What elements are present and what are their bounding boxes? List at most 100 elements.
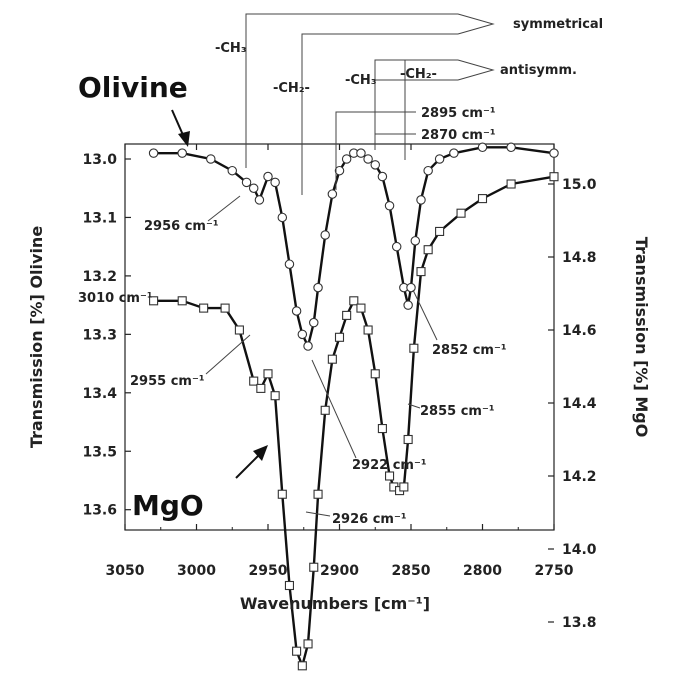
olivine-point [434,154,445,164]
mgo-point [477,194,488,204]
mgo-point [277,489,287,499]
mgo-arrow-head [253,445,268,461]
ch2-sym-label: -CH₂- [400,67,437,82]
olivine-point [320,230,330,240]
y-right-tick-label: 14.4 [562,396,597,412]
olivine-point [327,189,338,199]
peak-label-2926: 2926 cm⁻¹ [332,512,407,527]
peak-leader-2956 [207,195,241,222]
y-left-tick-label: 13.4 [82,386,117,402]
mgo-point [370,369,380,379]
olivine-point [284,259,295,269]
mgo-point [409,343,419,353]
olivine-point [549,148,559,158]
x-tick-label: 3000 [177,563,216,579]
olivine-point [241,177,252,188]
y-axis-title-right: Transmission [%] MgO [632,237,651,438]
mgo-point [384,471,395,481]
mgo-point [349,296,359,306]
label-2895: 2895 cm⁻¹ [421,106,496,121]
olivine-point [206,154,216,164]
mgo-point [403,434,413,445]
olivine-point [177,148,187,158]
y-left-tick-label: 13.5 [82,444,117,460]
mgo-point [249,376,259,386]
mgo-point [199,303,209,313]
mgo-point [399,482,409,492]
data-points [148,142,559,671]
mgo-series-line [153,175,555,670]
mgo-point [313,489,323,499]
peak-leader-2855 [407,403,421,409]
olivine-point [384,201,395,211]
antisymm-label: antisymm. [500,63,577,78]
x-axis-title: Wavenumbers [cm⁻¹] [240,594,430,613]
y-right-tick-label: 14.6 [562,323,597,339]
x-tick-label: 2900 [320,563,359,579]
mgo-point [303,639,313,649]
olivine-point [297,329,308,340]
mgo-point [292,646,302,656]
mgo-point [423,245,433,255]
olivine-point [309,317,319,328]
mgo-point [309,562,319,572]
mgo-point [549,172,559,182]
mgo-point [320,405,330,415]
olivine-point [356,148,366,158]
olivine-point [263,171,273,182]
olivine-point [416,195,426,205]
mgo-point [342,310,352,320]
mgo-point [234,325,244,335]
mgo-point [506,179,516,189]
olivine-point [334,165,345,176]
mgo-point [377,423,387,434]
ch3-sym-label: -CH₃ [215,41,247,56]
mgo-point [363,325,373,335]
olivine-point [410,236,421,246]
x-tick-label: 3050 [106,563,145,579]
x-tick-label: 2750 [535,563,574,579]
peak-label-2955: 2955 cm⁻¹ [130,374,205,389]
olivine-point [406,282,416,293]
olivine-point [248,183,259,193]
mgo-point [284,580,295,591]
y-left-tick-label: 13.1 [82,210,117,226]
mgo-point [297,661,307,671]
y-left-tick-label: 13.2 [82,269,117,285]
olivine-point [377,171,388,182]
olivine-point [403,300,413,310]
ch2-anti-label: -CH₂- [273,81,310,96]
olivine-point [148,148,159,158]
mgo-label: MgO [132,489,204,522]
olivine-point [449,148,459,158]
olivine-point [313,282,323,293]
mgo-point [256,383,266,393]
peak-leader-2922 [311,359,357,459]
ch3-anti-label: -CH₃ [345,73,377,88]
olivine-label: Olivine [78,71,188,104]
olivine-point [303,341,313,351]
mgo-point [356,303,366,313]
olivine-point [423,165,433,176]
y-right-tick-label: 15.0 [562,177,597,193]
mgo-point [456,208,466,218]
olivine-arrow-head [178,131,190,147]
y-axis-title-left: Transmission [%] Olivine [27,226,46,449]
symmetrical-label: symmetrical [513,17,603,32]
y-left-tick-label: 13.0 [82,152,117,168]
olivine-point [227,165,238,176]
peak-label-2922: 2922 cm⁻¹ [352,458,427,473]
olivine-point [270,177,280,188]
label-2870: 2870 cm⁻¹ [421,128,496,143]
y-right-tick-label: 14.0 [562,542,597,558]
mgo-point [334,332,345,342]
olivine-series-line [153,146,555,350]
y-left-tick-label: 13.6 [82,503,117,519]
peak-leader-2926 [305,511,331,517]
mgo-point [177,296,187,306]
olivine-point [370,160,380,170]
y-left-tick-label: 13.3 [82,327,117,343]
axis-ticks: 3050 3000 2950 2900 2850 2800 2750 13.0 13.1 13.2… [82,144,597,631]
y-right-tick-label: 14.2 [562,469,597,485]
